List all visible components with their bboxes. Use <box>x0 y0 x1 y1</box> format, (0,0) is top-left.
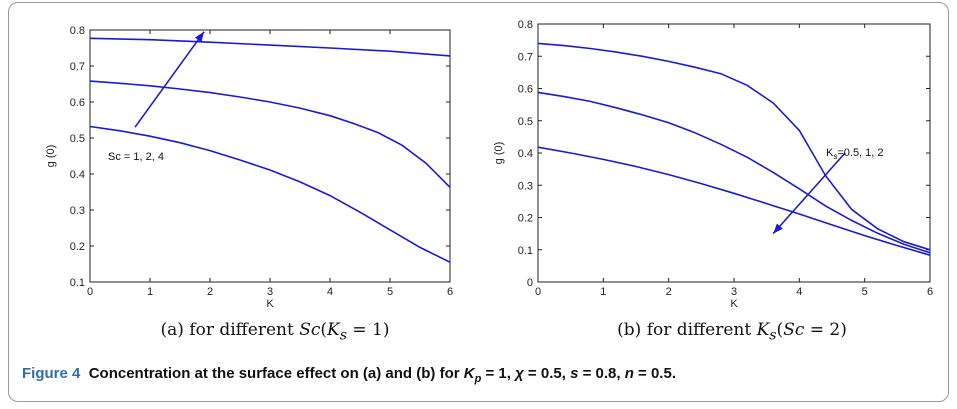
y-tick-label: 0.8 <box>70 25 85 37</box>
x-axis-label: K <box>266 298 274 310</box>
y-tick-label: 0.4 <box>518 148 533 160</box>
x-axis-label: K <box>730 298 738 310</box>
x-tick-label: 6 <box>927 286 933 298</box>
figure-frame <box>8 2 949 402</box>
y-axis-label: g (0) <box>45 145 57 168</box>
series-line-3 <box>89 125 451 263</box>
y-tick-label: 0.7 <box>70 61 85 73</box>
series-line-2 <box>89 80 451 188</box>
y-tick-label: 0.1 <box>70 277 85 289</box>
annotation-arrowhead <box>773 223 783 234</box>
x-tick-label: 2 <box>207 286 213 298</box>
y-tick-label: 0.5 <box>518 116 533 128</box>
x-tick-label: 3 <box>267 286 273 298</box>
y-tick-label: 0.1 <box>518 245 533 257</box>
x-tick-label: 5 <box>387 286 393 298</box>
annotation-label: Sc = 1, 2, 4 <box>108 151 164 163</box>
y-tick-label: 0.6 <box>518 84 533 96</box>
series-line-1 <box>537 42 931 251</box>
y-tick-label: 0.4 <box>70 169 85 181</box>
figure-caption: Figure 4 Concentration at the surface ef… <box>22 365 676 385</box>
x-tick-label: 3 <box>731 286 737 298</box>
subcaption-a: (a) for different Sc(Ks = 1) <box>160 320 390 344</box>
x-tick-label: 5 <box>862 286 868 298</box>
y-tick-label: 0.8 <box>518 19 533 31</box>
x-tick-label: 0 <box>535 286 541 298</box>
x-tick-label: 0 <box>87 286 93 298</box>
annotation-label: Ks=0.5, 1, 2 <box>826 147 884 161</box>
y-axis-label: g (0) <box>493 142 505 165</box>
x-tick-label: 2 <box>666 286 672 298</box>
y-tick-label: 0.2 <box>518 213 533 225</box>
x-tick-label: 1 <box>600 286 606 298</box>
annotation-arrowhead <box>194 31 204 43</box>
y-tick-label: 0.3 <box>518 180 533 192</box>
x-tick-label: 4 <box>796 286 802 298</box>
x-tick-label: 4 <box>327 286 333 298</box>
y-tick-label: 0.6 <box>70 97 85 109</box>
annotation-arrow <box>134 31 205 128</box>
y-tick-label: 0.7 <box>518 51 533 63</box>
x-tick-label: 6 <box>447 286 453 298</box>
y-tick-label: 0.3 <box>70 205 85 217</box>
annotation-arrow <box>772 152 846 235</box>
x-tick-label: 1 <box>147 286 153 298</box>
series-line-3 <box>537 146 931 256</box>
series-line-1 <box>89 37 451 57</box>
y-tick-label: 0.5 <box>70 133 85 145</box>
y-tick-label: 0 <box>527 277 533 289</box>
figure-label: Figure 4 <box>22 365 81 382</box>
subcaption-b: (b) for different Ks(Sc = 2) <box>617 320 847 344</box>
series-line-2 <box>537 91 931 254</box>
y-tick-label: 0.2 <box>70 241 85 253</box>
